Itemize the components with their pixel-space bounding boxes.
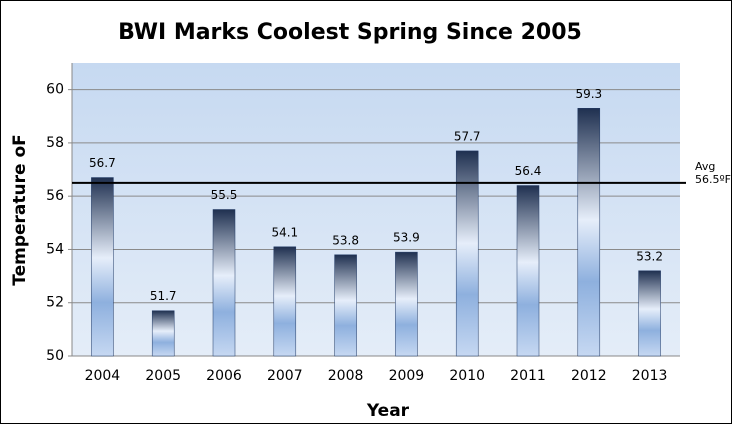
x-tick-label: 2011 — [510, 368, 546, 384]
y-tick-label: 50 — [46, 348, 64, 364]
data-label: 53.2 — [636, 249, 663, 263]
x-tick-label: 2013 — [632, 368, 668, 384]
y-tick-label: 52 — [46, 295, 64, 311]
y-tick-label: 60 — [46, 82, 64, 98]
bar — [212, 209, 236, 357]
bar — [516, 185, 540, 357]
chart-title: BWI Marks Coolest Spring Since 2005 — [118, 20, 582, 45]
data-label: 53.9 — [393, 231, 420, 245]
data-label: 53.8 — [332, 233, 359, 247]
bar — [577, 108, 601, 357]
bar — [91, 177, 114, 357]
data-label: 54.1 — [271, 225, 298, 239]
data-label: 56.7 — [89, 156, 116, 170]
data-label: 55.5 — [211, 188, 238, 202]
data-label: 59.3 — [575, 87, 602, 101]
x-axis-title: Year — [366, 401, 410, 421]
y-tick-label: 54 — [46, 241, 64, 257]
bar — [151, 310, 175, 357]
x-tick-label: 2007 — [267, 368, 303, 384]
bar — [395, 251, 418, 357]
data-label: 51.7 — [150, 289, 177, 303]
y-tick-label: 58 — [46, 135, 64, 151]
bar — [273, 246, 297, 357]
x-tick-label: 2006 — [206, 368, 242, 384]
data-label: 57.7 — [454, 129, 481, 143]
data-label: 56.4 — [515, 164, 542, 178]
x-tick-label: 2009 — [389, 368, 425, 384]
x-tick-label: 2004 — [85, 368, 121, 384]
bar — [455, 150, 479, 357]
x-tick-label: 2010 — [449, 368, 485, 384]
bar — [334, 254, 357, 357]
y-tick-label: 56 — [46, 188, 64, 204]
y-axis-title: Temperature oF — [10, 134, 30, 286]
reference-label: 56.5ºF — [695, 173, 731, 186]
x-tick-label: 2005 — [145, 368, 181, 384]
bar — [638, 270, 661, 357]
x-tick-label: 2012 — [571, 368, 607, 384]
x-tick-label: 2008 — [328, 368, 364, 384]
reference-label: Avg — [695, 160, 715, 173]
